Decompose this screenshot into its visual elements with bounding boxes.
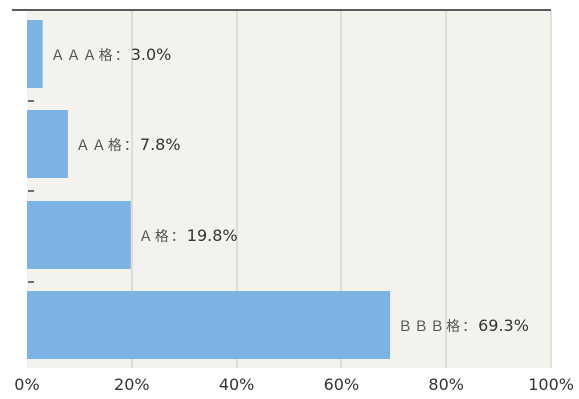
bar-label-value-1: 3.0% bbox=[131, 45, 172, 64]
x-tick-label-40: 40% bbox=[219, 375, 255, 394]
bar-1 bbox=[27, 20, 43, 88]
bar-label-value-2: 7.8% bbox=[140, 135, 181, 154]
bar-label-separator-3: ： bbox=[171, 229, 187, 245]
bar-label-1: ＡＡＡ格：3.0% bbox=[51, 45, 172, 64]
bar-label-2: ＡＡ格：7.8% bbox=[76, 135, 181, 154]
bar-label-category-2: ＡＡ格 bbox=[76, 138, 124, 154]
bar-3 bbox=[27, 201, 131, 269]
x-tick-labels: 0% 20% 40% 60% 80% 100% bbox=[14, 375, 574, 394]
bar-4 bbox=[27, 291, 391, 359]
bars bbox=[27, 20, 391, 359]
bar-label-separator-1: ： bbox=[115, 48, 131, 64]
bar-label-value-4: 69.3% bbox=[478, 316, 529, 335]
category-ticks bbox=[28, 100, 34, 283]
bar-label-category-3: Ａ格 bbox=[139, 229, 171, 245]
x-tick-label-80: 80% bbox=[428, 375, 464, 394]
bar-label-value-3: 19.8% bbox=[187, 226, 238, 245]
bar-2 bbox=[27, 110, 68, 178]
bar-label-4: ＢＢＢ格：69.3% bbox=[398, 316, 529, 335]
bar-labels: ＡＡＡ格：3.0%ＡＡ格：7.8%Ａ格：19.8%ＢＢＢ格：69.3% bbox=[51, 45, 529, 335]
bar-label-category-4: ＢＢＢ格 bbox=[398, 319, 462, 335]
x-tick-label-0: 0% bbox=[14, 375, 39, 394]
bar-label-category-1: ＡＡＡ格 bbox=[51, 48, 115, 64]
x-tick-label-20: 20% bbox=[114, 375, 150, 394]
bar-label-3: Ａ格：19.8% bbox=[139, 226, 238, 245]
bar-label-separator-2: ： bbox=[124, 138, 140, 154]
bar-label-separator-4: ： bbox=[462, 319, 478, 335]
x-tick-label-60: 60% bbox=[324, 375, 360, 394]
x-tick-label-100: 100% bbox=[528, 375, 574, 394]
